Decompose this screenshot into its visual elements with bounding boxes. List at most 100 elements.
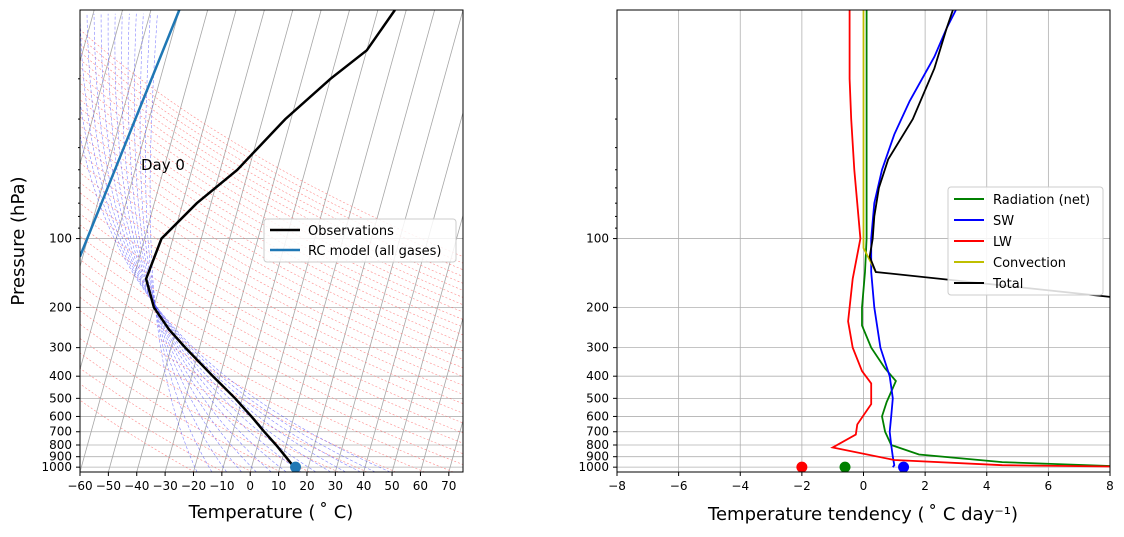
skewt-y-tick-label: 900 xyxy=(49,450,72,464)
tendency-y-tick-label: 100 xyxy=(586,232,609,246)
skewt-x-tick-label: −50 xyxy=(96,479,121,493)
skewt-x-tick-label: 50 xyxy=(384,479,399,493)
tendency-series-line-0 xyxy=(861,10,1110,467)
skewt-dry-adiabat xyxy=(80,202,463,414)
skewt-y-tick-label: 600 xyxy=(49,409,72,423)
tendency-y-tick-label: 900 xyxy=(586,450,609,464)
skewt-moist-adiabat xyxy=(114,13,287,472)
skewt-y-tick-label: 100 xyxy=(49,232,72,246)
tendency-x-tick-label: 8 xyxy=(1106,479,1114,493)
tendency-y-tick-label: 800 xyxy=(586,438,609,452)
skewt-moist-adiabat xyxy=(121,13,272,472)
legend-label-observations: Observations xyxy=(308,224,394,239)
tendency-marker-sw-surface xyxy=(898,461,910,472)
skewt-panel: −60 −50 −40 −30 −20 −10 0 10 20 30 40 50 60 70 100 200 3… xyxy=(8,9,464,523)
tendency-x-tick-label: 2 xyxy=(921,479,929,493)
skewt-x-tick-label: 70 xyxy=(441,479,456,493)
skewt-x-tick-label: −10 xyxy=(209,479,234,493)
skewt-dry-adiabat xyxy=(80,43,463,271)
tendency-y-tick-label: 200 xyxy=(586,300,609,314)
skewt-isotherm xyxy=(107,10,237,472)
tendency-x-tick-label: −4 xyxy=(731,479,749,493)
skewt-isotherm xyxy=(136,10,265,472)
skewt-legend-box xyxy=(263,218,457,263)
skewt-moist-adiabat xyxy=(80,13,361,472)
skewt-isotherm xyxy=(80,10,123,166)
tendency-y-tick-label: 300 xyxy=(586,341,609,355)
tendency-x-tick-label: −8 xyxy=(608,479,626,493)
tendency-series-line-1 xyxy=(870,10,957,468)
skewt-isotherm xyxy=(164,10,294,472)
tendency-x-axis-label: Temperature tendency ( ˚ C day⁻¹) xyxy=(707,504,1018,525)
skewt-x-tick-label: 0 xyxy=(246,479,254,493)
tendency-series-line-4 xyxy=(868,10,1110,298)
legend-label-total: Total xyxy=(992,277,1023,292)
skewt-moist-adiabat xyxy=(134,13,242,472)
tendency-x-tick-label: 0 xyxy=(860,479,868,493)
skewt-ticks: −60 −50 −40 −30 −20 −10 0 10 20 30 40 50 60 70 100 200 3… xyxy=(41,78,456,493)
skewt-moist-adiabat xyxy=(80,98,376,472)
skewt-moist-adiabat xyxy=(107,13,302,472)
skewt-x-tick-label: 30 xyxy=(328,479,343,493)
skewt-series xyxy=(80,10,396,472)
skewt-dry-adiabat xyxy=(80,152,463,369)
tendency-series xyxy=(796,10,1110,472)
skewt-dry-adiabat xyxy=(80,259,463,465)
skewt-moist-adiabat xyxy=(139,13,227,472)
tendency-y-tick-label: 1000 xyxy=(578,460,609,474)
skewt-dry-adiabat xyxy=(80,310,368,472)
skewt-isotherm xyxy=(420,316,463,472)
skewt-series-line-1 xyxy=(80,10,181,258)
skewt-dry-adiabat xyxy=(80,213,463,424)
tendency-panel: −8 −6 −4 −2 0 2 4 6 8 100 200 300 400 500 600 700800900… xyxy=(578,9,1114,525)
tendency-y-tick-label: 700 xyxy=(586,425,609,439)
legend-label-radiation: Radiation (net) xyxy=(993,193,1090,208)
skewt-y-tick-label: 200 xyxy=(49,300,72,314)
skewt-moist-adiabat xyxy=(100,13,317,472)
skewt-dry-adiabat xyxy=(80,399,195,472)
skewt-y-tick-label: 700 xyxy=(49,425,72,439)
skewt-dry-adiabat xyxy=(80,107,463,328)
day-annotation: Day 0 xyxy=(141,156,185,174)
tendency-y-tick-label: 500 xyxy=(586,391,609,405)
skewt-dry-adiabat xyxy=(80,352,281,472)
skewt-y-tick-label: 800 xyxy=(49,438,72,452)
skewt-dry-adiabat xyxy=(80,99,463,320)
skewt-y-axis-label: Pressure (hPa) xyxy=(8,176,29,305)
skewt-x-tick-label: 40 xyxy=(356,479,371,493)
tendency-ticks: −8 −6 −4 −2 0 2 4 6 8 100 200 300 400 500 600 700800900… xyxy=(578,78,1114,493)
skewt-x-tick-label: −30 xyxy=(152,479,177,493)
skewt-x-tick-label: −40 xyxy=(124,479,149,493)
skewt-x-tick-label: −60 xyxy=(67,479,92,493)
skewt-dry-adiabat xyxy=(80,82,463,306)
skewt-isotherm xyxy=(80,10,209,472)
skewt-dry-adiabat xyxy=(80,143,463,360)
skewt-dry-adiabat xyxy=(80,367,253,472)
skewt-x-tick-label: 20 xyxy=(299,479,314,493)
tendency-y-tick-label: 400 xyxy=(586,369,609,383)
skewt-y-tick-label: 500 xyxy=(49,391,72,405)
legend-label-convection: Convection xyxy=(993,256,1066,271)
tendency-series-line-2 xyxy=(830,10,1110,468)
skewt-x-tick-label: −20 xyxy=(181,479,206,493)
skewt-moist-adiabat xyxy=(149,13,198,472)
tendency-legend: Radiation (net) SW LW Convection Total xyxy=(947,186,1104,296)
tendency-y-tick-label: 600 xyxy=(586,409,609,423)
tendency-x-tick-label: −2 xyxy=(793,479,811,493)
skewt-isotherm xyxy=(193,10,322,472)
tendency-legend-box xyxy=(947,186,1104,296)
skewt-dry-adiabat xyxy=(80,271,454,472)
skewt-moist-adiabat xyxy=(127,13,257,472)
skewt-series-line-0 xyxy=(144,10,396,468)
skewt-isotherm xyxy=(448,419,463,472)
legend-label-sw: SW xyxy=(993,214,1014,229)
skewt-y-tick-label: 1000 xyxy=(41,460,72,474)
tendency-marker-radiation-surface xyxy=(839,461,851,472)
skewt-y-tick-label: 300 xyxy=(49,341,72,355)
skewt-legend: Observations RC model (all gases) xyxy=(263,218,457,263)
tendency-x-tick-label: 4 xyxy=(983,479,991,493)
skewt-x-tick-label: 10 xyxy=(271,479,286,493)
legend-label-lw: LW xyxy=(993,235,1012,250)
legend-label-rc-model: RC model (all gases) xyxy=(308,244,441,259)
